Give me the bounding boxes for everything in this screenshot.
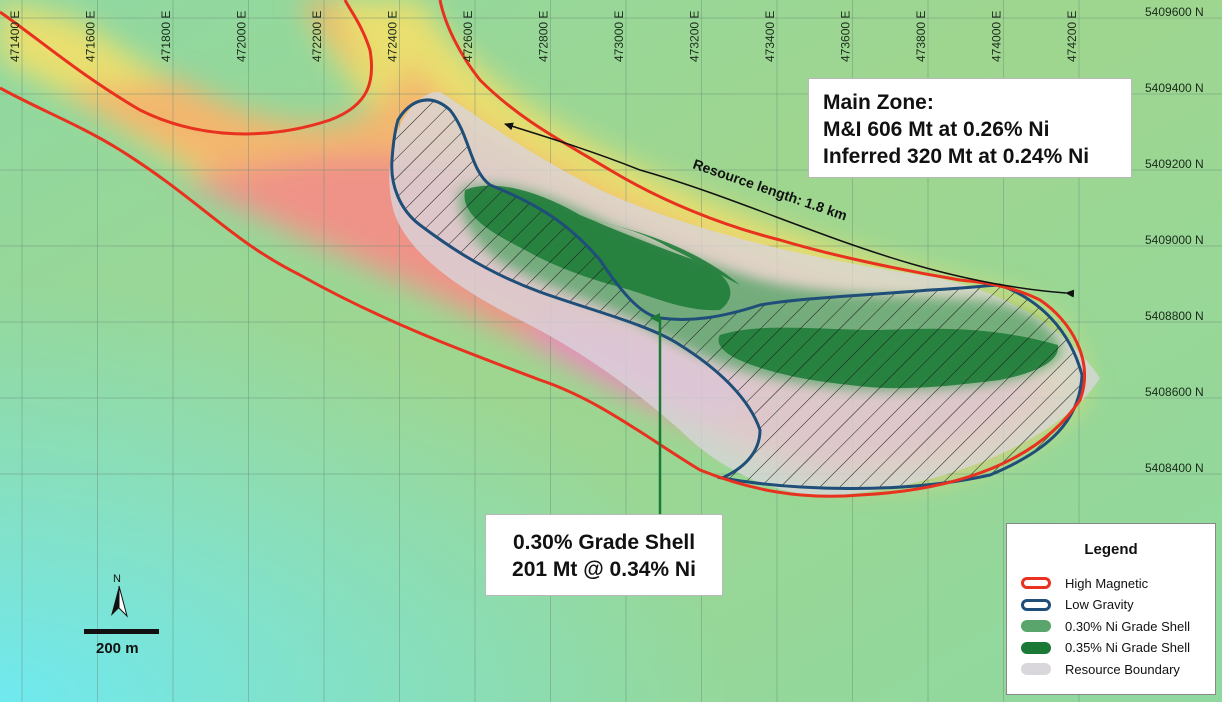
legend-row: 0.30% Ni Grade Shell: [1021, 616, 1190, 636]
grade-shell-callout-box: 0.30% Grade Shell 201 Mt @ 0.34% Ni: [485, 514, 723, 596]
northing-label: 5409400 N: [1145, 81, 1204, 95]
easting-label: 472000 E: [235, 11, 249, 62]
grade-shell-title: 0.30% Grade Shell: [512, 531, 696, 554]
legend-title: Legend: [1084, 541, 1138, 558]
easting-label: 473600 E: [839, 11, 853, 62]
legend-label: Resource Boundary: [1065, 661, 1180, 677]
legend-label: High Magnetic: [1065, 575, 1149, 591]
easting-label: 471400 E: [8, 11, 22, 62]
northing-label: 5409600 N: [1145, 5, 1204, 19]
easting-label: 473800 E: [914, 11, 928, 62]
grade-shell-tonnage: 201 Mt @ 0.34% Ni: [512, 558, 696, 581]
easting-label: 473200 E: [688, 11, 702, 62]
north-label: N: [113, 573, 121, 585]
northing-label: 5408800 N: [1145, 309, 1204, 323]
legend-row: High Magnetic: [1021, 573, 1148, 593]
easting-label: 472400 E: [386, 11, 400, 62]
legend-label: 0.35% Ni Grade Shell: [1065, 640, 1191, 655]
north-arrow-icon: [111, 585, 128, 618]
legend: Legend High Magnetic Low Gravity 0.30% Ni …: [1006, 523, 1216, 695]
northing-label: 5408600 N: [1145, 385, 1204, 399]
easting-labels: 471400 E 471600 E 471800 E 472000 E 472200 E…: [8, 11, 1079, 62]
northing-labels: 5409600 N 5409400 N 5409200 N 5409000 N 5408…: [1145, 5, 1204, 475]
easting-label: 474000 E: [990, 11, 1004, 62]
resource-length-arrow: [504, 122, 1075, 298]
easting-label: 474200 E: [1065, 11, 1079, 62]
main-zone-title: Main Zone:: [823, 91, 934, 114]
easting-label: 472600 E: [461, 11, 475, 62]
easting-label: 471800 E: [159, 11, 173, 62]
scale-label: 200 m: [96, 640, 139, 657]
legend-swatch: [1021, 598, 1051, 611]
easting-label: 473400 E: [763, 11, 777, 62]
legend-label: Low Gravity: [1065, 597, 1134, 612]
northing-label: 5409000 N: [1145, 233, 1204, 247]
legend-row: Low Gravity: [1021, 595, 1134, 615]
easting-label: 471600 E: [84, 11, 98, 62]
easting-label: 472800 E: [537, 11, 551, 62]
legend-label: 0.30% Ni Grade Shell: [1065, 618, 1191, 634]
easting-label: 472200 E: [310, 11, 324, 62]
legend-swatch: [1021, 620, 1051, 632]
main-zone-measured-indicated: M&I 606 Mt at 0.26% Ni: [823, 118, 1050, 141]
northing-label: 5409200 N: [1145, 157, 1204, 171]
legend-row: 0.35% Ni Grade Shell: [1021, 638, 1190, 658]
main-zone-summary-box: Main Zone: M&I 606 Mt at 0.26% Ni Inferr…: [808, 78, 1132, 178]
legend-swatch: [1021, 577, 1051, 589]
main-zone-inferred: Inferred 320 Mt at 0.24% Ni: [823, 145, 1090, 168]
legend-swatch: [1021, 663, 1051, 675]
scale-bar: [84, 629, 159, 634]
easting-label: 473000 E: [612, 11, 626, 62]
legend-row: Resource Boundary: [1021, 659, 1180, 679]
legend-swatch: [1021, 641, 1051, 654]
northing-label: 5408400 N: [1145, 461, 1204, 475]
